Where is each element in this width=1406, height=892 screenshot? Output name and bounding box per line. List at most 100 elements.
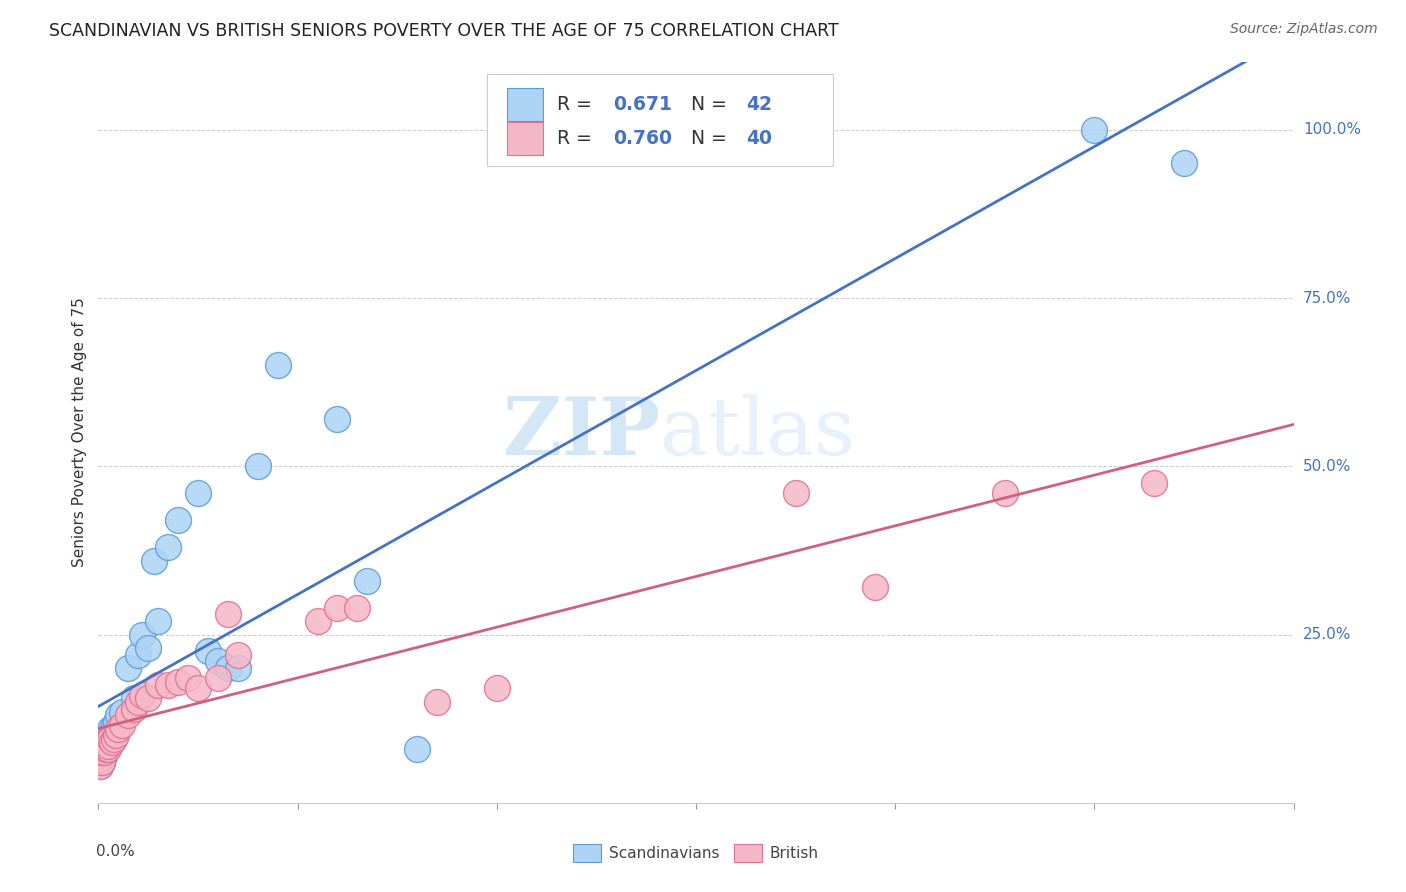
Text: SCANDINAVIAN VS BRITISH SENIORS POVERTY OVER THE AGE OF 75 CORRELATION CHART: SCANDINAVIAN VS BRITISH SENIORS POVERTY …: [49, 22, 839, 40]
Text: R =: R =: [557, 129, 598, 148]
Point: [1173, 156, 1195, 170]
Text: 50.0%: 50.0%: [1303, 458, 1351, 474]
Point: [96, 742, 118, 756]
Legend: Scandinavians, British: Scandinavians, British: [565, 837, 827, 869]
Point: [226, 648, 249, 662]
Point: [136, 691, 159, 706]
Point: [89, 752, 111, 766]
Point: [105, 714, 128, 729]
Point: [267, 359, 290, 373]
Point: [107, 708, 129, 723]
Text: R =: R =: [557, 95, 598, 114]
Point: [187, 486, 209, 500]
Point: [207, 655, 229, 669]
Point: [93, 735, 115, 749]
Point: [98, 722, 122, 736]
Point: [91, 742, 114, 756]
FancyBboxPatch shape: [508, 122, 543, 155]
Text: 42: 42: [747, 95, 772, 114]
Point: [246, 459, 269, 474]
Text: atlas: atlas: [661, 393, 855, 472]
Text: 75.0%: 75.0%: [1303, 291, 1351, 305]
FancyBboxPatch shape: [508, 87, 543, 121]
Text: 0.0%: 0.0%: [97, 844, 135, 858]
Text: 0.671: 0.671: [613, 95, 672, 114]
Point: [89, 752, 111, 766]
Point: [101, 735, 124, 749]
Point: [1083, 122, 1105, 136]
Point: [105, 729, 128, 743]
Point: [91, 745, 114, 759]
Point: [97, 729, 120, 743]
Text: 40: 40: [747, 129, 772, 148]
Point: [97, 735, 120, 749]
Text: N =: N =: [692, 129, 733, 148]
Point: [117, 661, 139, 675]
Point: [89, 758, 111, 772]
Point: [89, 745, 111, 759]
Point: [1143, 476, 1166, 491]
Point: [97, 742, 120, 756]
Point: [96, 729, 118, 743]
Point: [89, 745, 111, 759]
FancyBboxPatch shape: [486, 73, 834, 166]
Text: N =: N =: [692, 95, 733, 114]
Point: [91, 756, 114, 770]
Point: [124, 701, 146, 715]
Point: [91, 735, 114, 749]
Point: [148, 614, 170, 628]
Point: [127, 648, 149, 662]
Point: [131, 688, 153, 702]
Point: [994, 486, 1017, 500]
Y-axis label: Seniors Poverty Over the Age of 75: Seniors Poverty Over the Age of 75: [72, 298, 87, 567]
Point: [91, 756, 114, 770]
Point: [406, 742, 429, 756]
Point: [89, 758, 111, 772]
Point: [143, 553, 166, 567]
Point: [111, 718, 134, 732]
Point: [157, 678, 180, 692]
Point: [131, 627, 153, 641]
Point: [91, 742, 114, 756]
Point: [865, 581, 887, 595]
Text: ZIP: ZIP: [503, 393, 661, 472]
Point: [93, 748, 115, 763]
Text: 25.0%: 25.0%: [1303, 627, 1351, 642]
Point: [356, 574, 378, 588]
Point: [177, 671, 200, 685]
Point: [148, 678, 170, 692]
Point: [93, 745, 115, 759]
Text: 100.0%: 100.0%: [1303, 122, 1361, 137]
Point: [127, 695, 149, 709]
Point: [326, 600, 349, 615]
Text: Source: ZipAtlas.com: Source: ZipAtlas.com: [1230, 22, 1378, 37]
Point: [217, 607, 239, 622]
Point: [136, 640, 159, 655]
Point: [197, 644, 219, 658]
Point: [217, 661, 239, 675]
Point: [187, 681, 209, 696]
Point: [785, 486, 807, 500]
Point: [124, 691, 146, 706]
Point: [96, 742, 118, 756]
Text: 0.760: 0.760: [613, 129, 672, 148]
Point: [93, 739, 115, 753]
Point: [107, 722, 129, 736]
Point: [93, 742, 115, 756]
Point: [326, 412, 349, 426]
Point: [101, 725, 124, 739]
Point: [98, 731, 122, 746]
Point: [426, 695, 449, 709]
Point: [346, 600, 368, 615]
Point: [167, 513, 190, 527]
Point: [117, 708, 139, 723]
Point: [96, 735, 118, 749]
Point: [207, 671, 229, 685]
Point: [167, 674, 190, 689]
Point: [103, 718, 125, 732]
Point: [157, 540, 180, 554]
Point: [226, 661, 249, 675]
Point: [103, 731, 125, 746]
Point: [91, 748, 114, 763]
Point: [307, 614, 329, 628]
